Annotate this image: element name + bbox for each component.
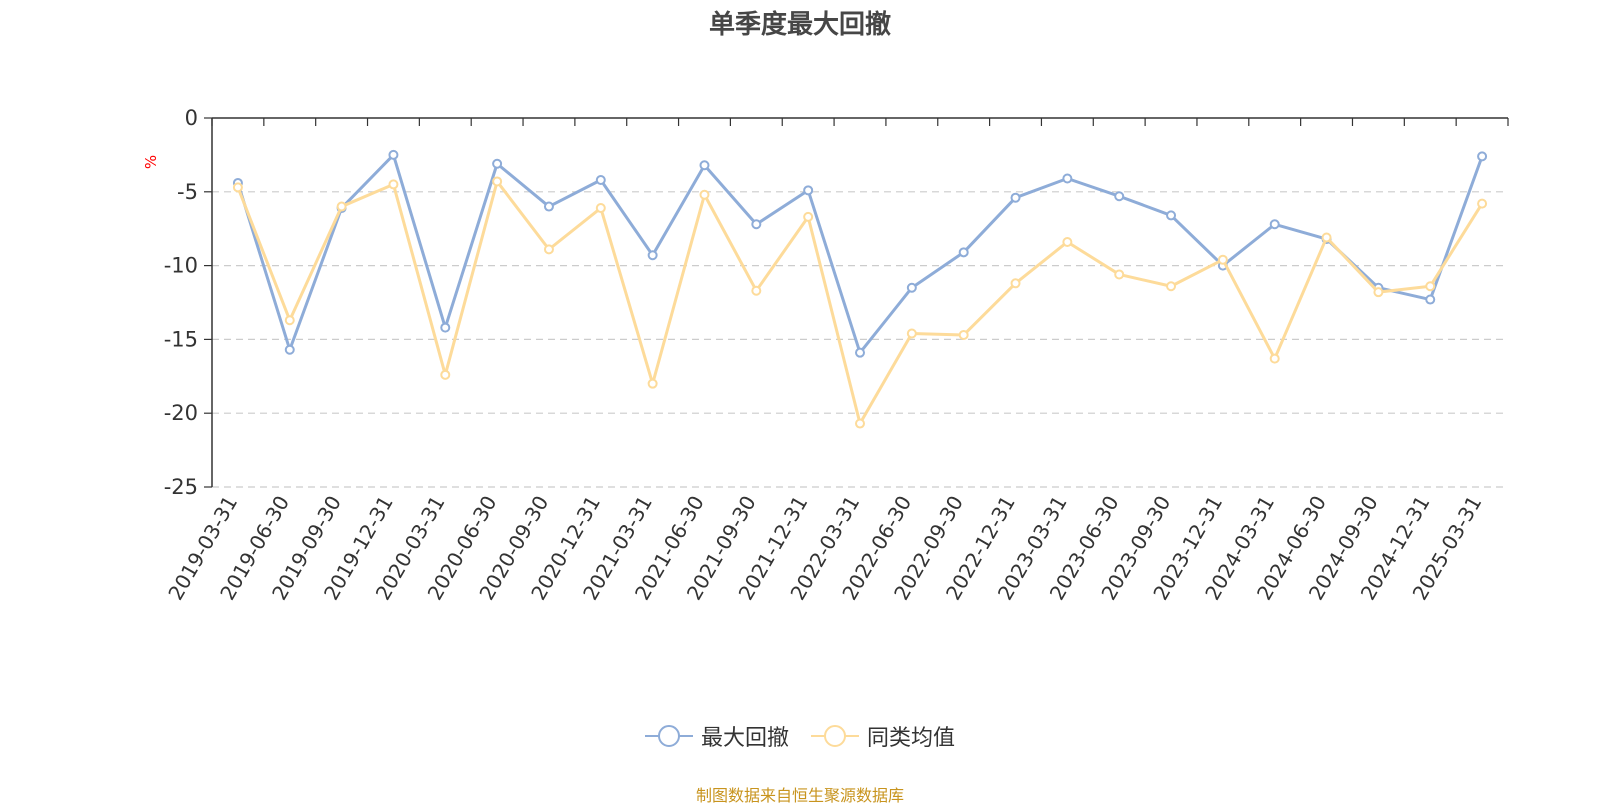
data-point — [751, 219, 762, 230]
data-point — [958, 329, 969, 340]
y-tick-label: -20 — [164, 401, 198, 425]
data-point — [751, 285, 762, 296]
data-point — [440, 322, 451, 333]
data-point — [388, 179, 399, 190]
series-peer-average — [232, 176, 1488, 429]
data-point — [1269, 353, 1280, 364]
data-point — [1010, 192, 1021, 203]
legend-label-peer-average: 同类均值 — [867, 726, 956, 751]
legend-item-max-drawdown[interactable]: 最大回撤 — [644, 720, 789, 752]
data-point — [803, 211, 814, 222]
data-point — [595, 174, 606, 185]
data-point — [1321, 232, 1332, 243]
data-point — [492, 158, 503, 169]
chart-title: 单季度最大回撤 — [708, 10, 891, 40]
data-point — [543, 201, 554, 212]
data-point — [336, 201, 347, 212]
legend: 最大回撤 同类均值 — [0, 720, 1600, 752]
data-point — [1477, 198, 1488, 209]
series-lines — [232, 149, 1488, 429]
legend-label-max-drawdown: 最大回撤 — [700, 726, 789, 751]
data-point — [1010, 278, 1021, 289]
data-point — [803, 185, 814, 196]
data-point — [1166, 281, 1177, 292]
data-point — [1425, 281, 1436, 292]
source-note: 制图数据来自恒生聚源数据库 — [695, 786, 904, 805]
y-tick-label: 0 — [185, 106, 198, 130]
y-axis-unit-label: % — [142, 155, 160, 169]
data-point — [699, 189, 710, 200]
data-point — [1062, 236, 1073, 247]
data-point — [595, 203, 606, 214]
data-point — [388, 149, 399, 160]
data-point — [1373, 287, 1384, 298]
data-point — [906, 282, 917, 293]
data-point — [1166, 210, 1177, 221]
data-point — [647, 378, 658, 389]
y-tick-label: -10 — [164, 254, 198, 278]
y-tick-label: -15 — [164, 327, 198, 351]
y-tick-label: -5 — [177, 180, 198, 204]
data-point — [647, 250, 658, 261]
data-point — [906, 328, 917, 339]
data-point — [699, 160, 710, 171]
series-line — [236, 153, 1484, 355]
data-point — [440, 369, 451, 380]
data-point — [855, 347, 865, 358]
legend-item-peer-average[interactable]: 同类均值 — [811, 720, 955, 752]
series-max-drawdown — [232, 149, 1488, 358]
data-point — [1425, 294, 1436, 305]
data-point — [1062, 173, 1073, 184]
data-point — [543, 244, 554, 255]
axes: 0-5-10-15-20-252019-03-312019-06-302019-… — [163, 106, 1509, 604]
data-point — [855, 418, 865, 429]
data-point — [492, 176, 503, 187]
series-line — [236, 179, 1484, 426]
data-point — [1114, 269, 1125, 280]
data-point — [958, 247, 969, 258]
legend-marker-peer-average — [811, 725, 859, 747]
data-point — [232, 182, 243, 193]
y-tick-label: -25 — [164, 475, 198, 499]
data-point — [1477, 151, 1488, 162]
data-point — [284, 344, 295, 355]
data-point — [1114, 191, 1125, 202]
data-point — [1269, 219, 1280, 230]
data-point — [1217, 254, 1228, 265]
legend-marker-max-drawdown — [644, 725, 693, 747]
data-point — [284, 315, 295, 326]
